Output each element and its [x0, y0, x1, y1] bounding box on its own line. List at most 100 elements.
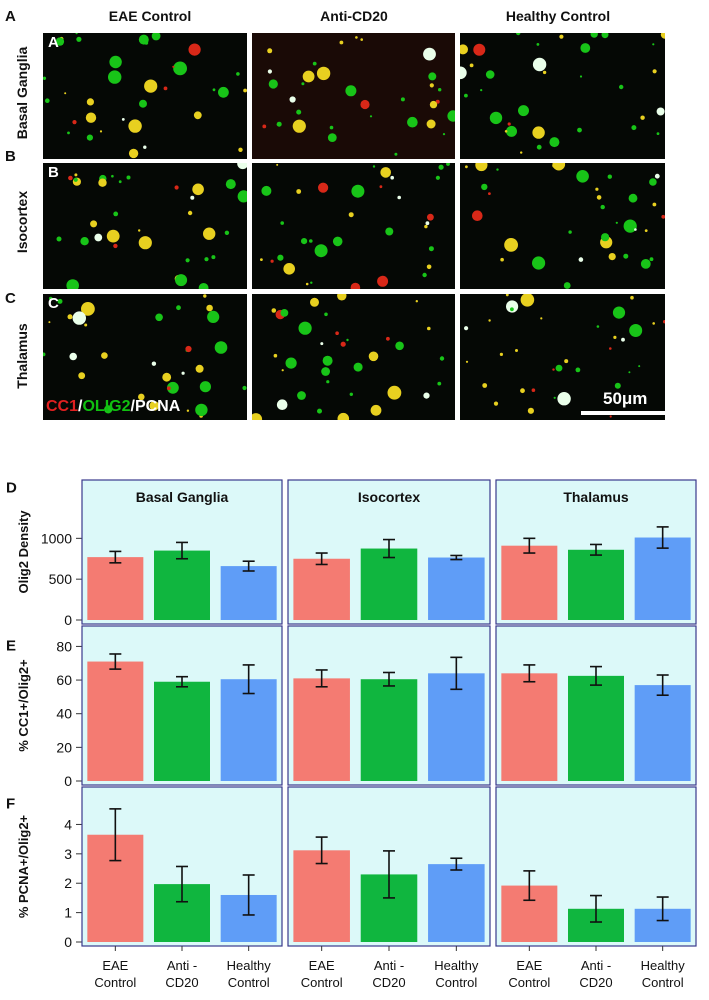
- cell-dot: [186, 409, 190, 412]
- cell-dot: [516, 33, 521, 36]
- cell-dot: [326, 380, 330, 384]
- scale-bar: [581, 411, 674, 415]
- cell-dot: [57, 298, 63, 304]
- cell-dot: [506, 300, 519, 313]
- micrograph-basal-ganglia-anti-cd20: [252, 33, 455, 159]
- cell-dot: [437, 381, 442, 386]
- cell-dot: [181, 371, 185, 375]
- y-tick-label: 40: [56, 706, 72, 722]
- cell-dot: [613, 335, 617, 339]
- cell-dot: [305, 282, 309, 286]
- cell-dot: [628, 193, 638, 203]
- cell-dot: [640, 115, 645, 120]
- cell-dot: [482, 383, 488, 388]
- cell-dot: [76, 36, 82, 42]
- cell-dot: [536, 144, 542, 150]
- cell-dot: [485, 70, 495, 79]
- cell-dot: [316, 66, 331, 81]
- x-tick-label-line2: Control: [642, 975, 684, 990]
- cell-dots: [460, 33, 665, 154]
- cell-dot: [590, 33, 598, 38]
- y-tick-label: 500: [49, 571, 73, 587]
- cell-dot: [488, 319, 491, 322]
- cell-dot: [212, 88, 216, 92]
- cell-dot: [520, 151, 523, 154]
- cell-dot: [469, 63, 474, 68]
- cell-dot: [540, 317, 543, 320]
- cell-dot: [488, 192, 491, 195]
- cell-dot: [162, 372, 172, 382]
- cell-dot: [277, 254, 284, 261]
- cell-dot: [407, 116, 418, 128]
- cell-dot: [301, 238, 308, 245]
- x-tick-label-line1: EAE: [102, 958, 128, 973]
- cell-dot: [188, 43, 201, 56]
- cell-dot: [166, 386, 171, 391]
- x-tick-label-line2: CD20: [372, 975, 405, 990]
- cell-dot: [94, 233, 103, 242]
- cell-dot: [214, 341, 228, 354]
- x-tick-label-line1: EAE: [309, 958, 335, 973]
- cell-dot: [631, 125, 637, 131]
- cell-dot: [199, 381, 211, 393]
- row-letter-b: B: [5, 148, 16, 165]
- cell-dot: [577, 127, 582, 133]
- cell-dot: [310, 297, 319, 307]
- cell-dot: [340, 341, 346, 347]
- cell-dot: [649, 178, 657, 186]
- cell-dot: [121, 118, 125, 121]
- bar: [293, 678, 350, 781]
- micrograph-thalamus-anti-cd20: [252, 294, 455, 420]
- cell-dot: [520, 388, 525, 394]
- cell-dot: [553, 396, 556, 399]
- row-label-isocortex: Isocortex: [14, 190, 30, 254]
- cell-dot: [531, 388, 536, 392]
- cell-dot: [198, 283, 209, 289]
- bar: [568, 549, 624, 620]
- cell-dot: [360, 99, 370, 110]
- cell-dot: [370, 404, 382, 416]
- cell-dot: [69, 352, 77, 361]
- cell-dot: [505, 294, 509, 297]
- micrograph-isocortex-anti-cd20: [252, 163, 455, 289]
- cell-dots: [43, 294, 247, 418]
- cell-dot: [397, 195, 401, 200]
- cell-dot: [138, 236, 152, 250]
- cell-dot: [126, 175, 131, 180]
- cell-dot: [400, 97, 405, 102]
- column-title-eae-control: EAE Control: [108, 8, 192, 24]
- cell-dot: [447, 110, 455, 122]
- cell-dot: [559, 34, 564, 39]
- cell-dot: [224, 230, 230, 235]
- cell-dot: [67, 131, 70, 135]
- cell-dot: [81, 302, 95, 316]
- cell-dot: [236, 72, 240, 76]
- facet-title: Thalamus: [563, 489, 629, 505]
- cell-dot: [652, 69, 657, 74]
- cell-dot: [428, 72, 437, 81]
- cell-dot: [151, 33, 161, 41]
- cell-dot: [504, 130, 508, 133]
- cell-dot: [67, 314, 73, 320]
- cell-dot: [118, 180, 122, 184]
- cell-dot: [575, 367, 581, 373]
- cell-dot: [506, 125, 517, 137]
- cell-dot: [337, 294, 347, 301]
- cell-dot: [173, 61, 188, 76]
- cell-dot: [601, 33, 609, 39]
- cell-dot: [280, 221, 284, 225]
- cell-dots: [464, 294, 665, 418]
- x-tick-label-line1: EAE: [516, 958, 542, 973]
- y-tick-label: 0: [64, 773, 72, 789]
- bar: [154, 550, 210, 620]
- cell-dots: [56, 163, 247, 289]
- cell-dot: [237, 190, 247, 203]
- cell-dot: [138, 229, 141, 232]
- cell-dot: [261, 185, 272, 196]
- cell-dot: [48, 321, 51, 324]
- x-tick-label-line1: Anti -: [374, 958, 404, 973]
- cell-dot: [596, 325, 600, 328]
- panel-letter-f: F: [6, 795, 15, 812]
- cell-dot: [185, 258, 190, 263]
- cell-dot: [442, 133, 446, 136]
